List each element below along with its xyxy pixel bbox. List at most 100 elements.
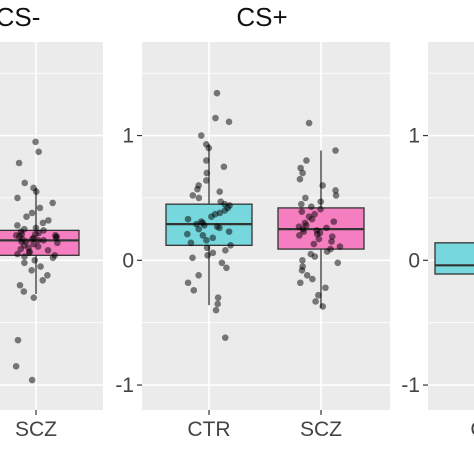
data-point: [225, 118, 233, 126]
data-point: [311, 253, 319, 260]
data-point: [222, 247, 229, 254]
data-point: [328, 233, 336, 240]
data-point: [214, 300, 221, 308]
data-point: [216, 224, 223, 232]
data-point: [203, 169, 211, 177]
data-point: [203, 244, 211, 252]
data-point: [319, 182, 326, 189]
data-point: [302, 194, 309, 202]
data-point: [298, 266, 306, 274]
data-point: [194, 185, 201, 193]
data-point: [197, 132, 205, 139]
data-point: [310, 240, 318, 248]
data-point: [184, 279, 192, 287]
data-point: [330, 218, 338, 225]
data-point: [297, 164, 304, 172]
data-point: [12, 363, 20, 370]
data-point: [296, 175, 304, 183]
data-point: [309, 275, 316, 283]
data-point: [300, 228, 308, 235]
data-point: [299, 169, 306, 177]
data-point: [311, 210, 318, 218]
data-point: [216, 188, 223, 195]
data-point: [16, 281, 24, 289]
data-point: [213, 89, 221, 97]
data-point: [14, 222, 21, 229]
data-point: [323, 224, 330, 232]
data-point: [308, 203, 315, 210]
data-point: [21, 179, 29, 187]
data-point: [334, 259, 342, 267]
data-point: [328, 238, 335, 245]
data-point: [313, 230, 321, 238]
y-tick-label: -1: [401, 374, 420, 397]
data-point: [212, 306, 220, 314]
data-point: [201, 222, 208, 229]
data-point: [223, 264, 230, 272]
data-point: [28, 266, 35, 274]
data-point: [21, 259, 28, 267]
y-tick-label: 1: [122, 125, 134, 148]
data-point: [319, 303, 327, 310]
data-point: [323, 248, 331, 255]
data-point: [23, 213, 30, 220]
data-point: [298, 208, 306, 215]
panels-layer: SCZ CS- -1 0 1 CTR SCZ CS+ -1 0 1 C: [0, 2, 474, 441]
data-point: [317, 205, 324, 213]
data-point: [308, 215, 316, 223]
data-point: [221, 334, 229, 341]
data-point: [195, 194, 203, 202]
data-point: [209, 234, 217, 242]
data-point: [322, 284, 329, 292]
data-point: [332, 192, 340, 199]
data-point: [184, 215, 192, 223]
data-point: [49, 199, 56, 207]
data-point: [26, 249, 33, 257]
data-point: [221, 207, 229, 214]
data-point: [40, 227, 47, 234]
panel-2: -1 0 1 CTR SCZ CS+: [115, 2, 390, 441]
data-point: [218, 259, 226, 267]
data-point: [44, 247, 52, 254]
data-point: [17, 245, 25, 253]
data-point: [189, 192, 197, 199]
data-point: [37, 263, 44, 270]
data-point: [203, 157, 210, 164]
data-point: [14, 336, 22, 344]
data-point: [203, 177, 210, 184]
data-point: [220, 163, 228, 171]
panel-3: -1 0 1 C: [401, 42, 474, 441]
y-tick-label: 0: [408, 249, 420, 272]
panel-plot-area: [0, 138, 80, 384]
data-point: [317, 198, 325, 205]
data-point: [332, 147, 339, 154]
data-point: [14, 250, 21, 258]
data-point: [45, 217, 52, 224]
data-point: [20, 288, 28, 295]
data-point: [36, 204, 44, 212]
data-point: [305, 119, 313, 127]
data-point: [204, 252, 211, 259]
data-point: [32, 138, 39, 146]
data-point: [28, 376, 36, 384]
data-point: [44, 271, 51, 279]
data-point: [312, 298, 319, 305]
data-point: [34, 243, 42, 250]
x-category-label: CTR: [187, 418, 230, 441]
box-c: [434, 242, 474, 275]
data-point: [332, 187, 339, 194]
data-point: [15, 159, 23, 167]
data-point: [203, 237, 210, 244]
data-point: [189, 254, 196, 262]
data-point: [34, 237, 42, 244]
data-point: [336, 243, 344, 250]
data-point: [193, 220, 200, 228]
data-point: [199, 232, 207, 239]
data-point: [225, 228, 233, 235]
data-point: [208, 213, 215, 220]
data-point: [39, 219, 47, 227]
data-point: [21, 253, 28, 260]
data-point: [14, 194, 21, 202]
data-point: [52, 234, 60, 242]
